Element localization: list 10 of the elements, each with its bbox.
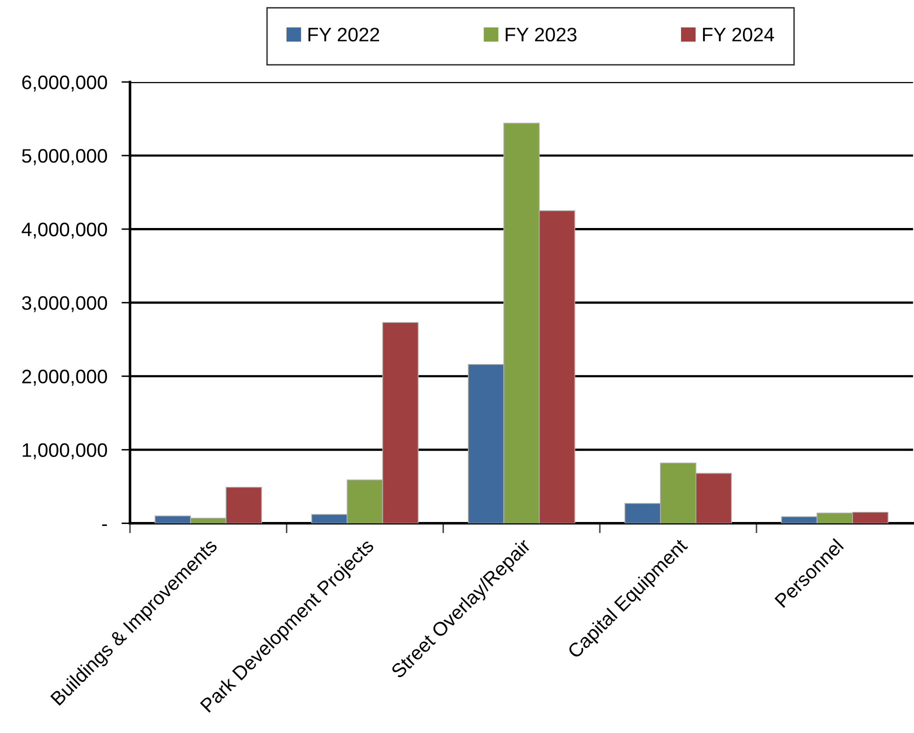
y-tick-label: -: [102, 524, 107, 526]
y-tick-label: 5,000,000: [22, 149, 108, 166]
y-tick-label: 4,000,000: [22, 222, 108, 239]
y-tick-label: 6,000,000: [22, 75, 108, 92]
y-tick-label: 2,000,000: [22, 370, 108, 386]
y-tick-label: 1,000,000: [22, 443, 108, 460]
legend-label: FY 2022: [308, 28, 380, 42]
legend-label: FY 2023: [506, 28, 576, 42]
y-tick-label: 3,000,000: [22, 296, 108, 312]
legend-label: FY 2024: [703, 28, 774, 42]
